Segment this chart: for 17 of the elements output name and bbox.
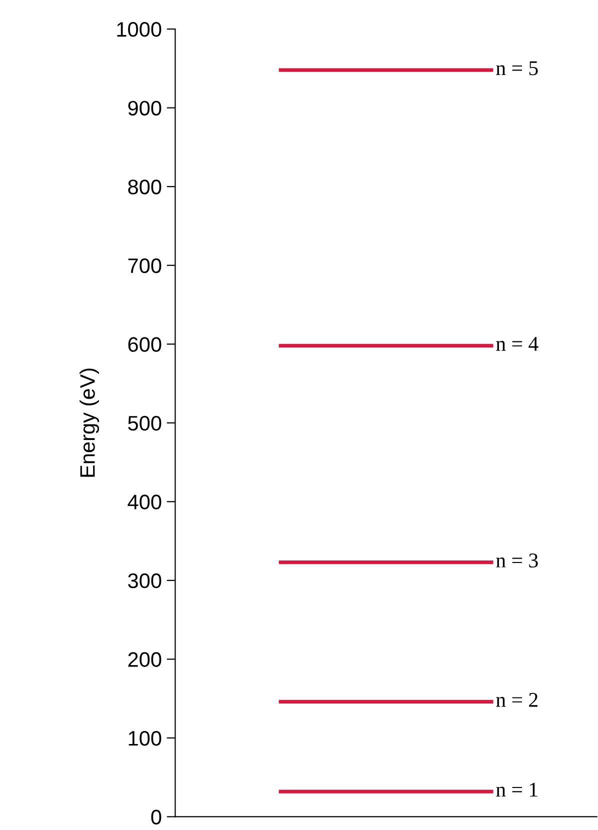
y-tick-label: 100 (128, 730, 162, 746)
y-tick-label: 600 (128, 337, 162, 352)
y-tick-label: 0 (151, 810, 162, 824)
y-tick-label: 200 (128, 652, 162, 667)
y-axis-title: Energy (eV) (80, 368, 100, 477)
y-tick-label: 700 (128, 258, 162, 274)
y-tick-label: 500 (128, 416, 162, 431)
series-label: n = 2 (496, 692, 538, 707)
y-tick-label: 1000 (117, 22, 162, 37)
series-label: n = 5 (496, 61, 538, 76)
series-label: n = 1 (496, 782, 538, 797)
y-tick-label: 800 (128, 180, 162, 194)
y-tick-label: 900 (128, 100, 162, 116)
series-label: n = 3 (496, 554, 538, 568)
y-tick-label: 400 (128, 494, 162, 510)
series-label: n = 4 (496, 336, 538, 351)
y-tick-label: 300 (128, 573, 162, 588)
